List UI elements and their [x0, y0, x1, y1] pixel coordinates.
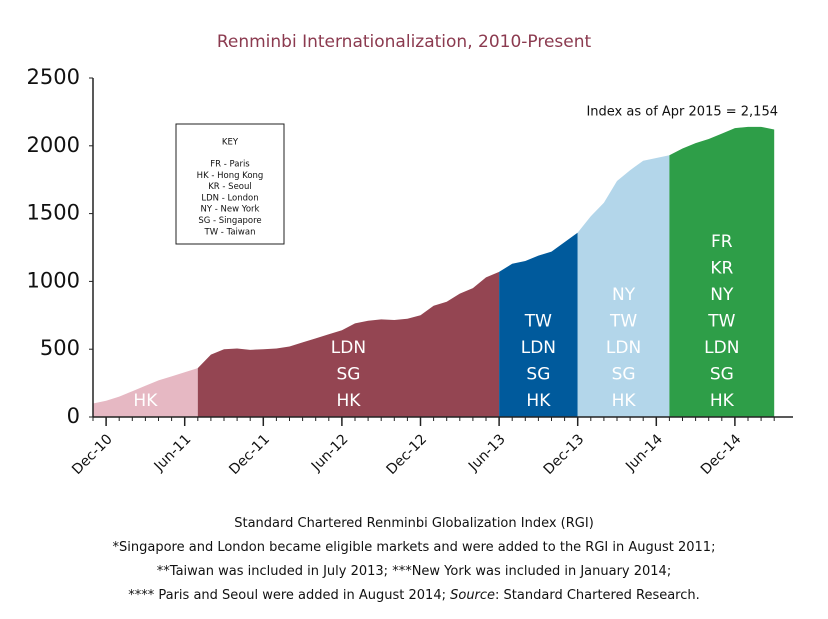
key-item: NY - New York — [201, 205, 260, 215]
chart-title: Renminbi Internationalization, 2010-Pres… — [217, 32, 592, 52]
area-label: TW — [609, 312, 637, 332]
area — [577, 155, 670, 418]
area-label: KR — [710, 259, 733, 279]
area-label: LDN — [331, 338, 366, 358]
x-tick-label: Dec-13 — [541, 431, 588, 478]
x-tick-label: Jun-12 — [308, 431, 352, 475]
area-label: NY — [612, 285, 636, 305]
area-label: HK — [336, 391, 361, 411]
footnote-line: **Taiwan was included in July 2013; ***N… — [156, 564, 672, 579]
key-item: SG - Singapore — [198, 216, 261, 226]
x-tick-label: Dec-12 — [384, 431, 431, 478]
x-tick-label: Jun-13 — [465, 431, 509, 475]
area-label: SG — [612, 365, 636, 385]
key-item: KR - Seoul — [208, 182, 252, 192]
chart: Renminbi Internationalization, 2010-Pres… — [27, 32, 793, 478]
area-label: SG — [710, 365, 734, 385]
area-label: HK — [133, 391, 158, 411]
x-tick-label: Dec-14 — [698, 431, 745, 478]
key-box — [175, 123, 285, 245]
area-label: SG — [526, 365, 550, 385]
key-item: TW - Taiwan — [204, 227, 256, 237]
x-tick-label: Jun-11 — [151, 431, 195, 475]
area-label: TW — [524, 312, 552, 332]
y-tick-label: 2000 — [27, 133, 80, 157]
area — [93, 368, 198, 417]
area — [669, 126, 775, 417]
footnote-part: : Standard Chartered Research. — [495, 588, 700, 603]
y-tick-label: 0 — [67, 404, 80, 428]
x-tick-label: Dec-10 — [69, 431, 116, 478]
key-item: HK - Hong Kong — [197, 171, 264, 181]
area — [197, 271, 500, 417]
footnote-part: Source — [450, 588, 496, 603]
footnote-part: **** Paris and Seoul were added in Augus… — [128, 588, 451, 603]
area-label: TW — [707, 312, 735, 332]
area-label: FR — [711, 232, 733, 252]
key-item: FR - Paris — [210, 160, 250, 170]
area-label: SG — [336, 365, 360, 385]
x-tick-label: Dec-11 — [226, 431, 273, 478]
area-label: LDN — [521, 338, 556, 358]
area-label: LDN — [704, 338, 739, 358]
x-tick-label: Jun-14 — [622, 431, 666, 475]
y-tick-label: 500 — [40, 336, 80, 360]
area-label: HK — [710, 391, 735, 411]
footnote-line: **** Paris and Seoul were added in Augus… — [0, 584, 828, 608]
annotation: Index as of Apr 2015 = 2,154 — [586, 105, 778, 120]
area — [499, 232, 578, 417]
area-label: HK — [612, 391, 637, 411]
y-tick-label: 1500 — [27, 201, 80, 225]
y-tick-label: 2500 — [27, 65, 80, 89]
y-tick-label: 1000 — [27, 268, 80, 292]
area-label: NY — [710, 285, 734, 305]
footnote-line: *Singapore and London became eligible ma… — [112, 540, 716, 555]
footnote: Standard Chartered Renminbi Globalizatio… — [0, 512, 828, 608]
area-label: LDN — [606, 338, 641, 358]
key-title: KEY — [222, 138, 239, 148]
footnote-line: Standard Chartered Renminbi Globalizatio… — [234, 516, 594, 531]
key-item: LDN - London — [201, 193, 258, 203]
area-label: HK — [526, 391, 551, 411]
